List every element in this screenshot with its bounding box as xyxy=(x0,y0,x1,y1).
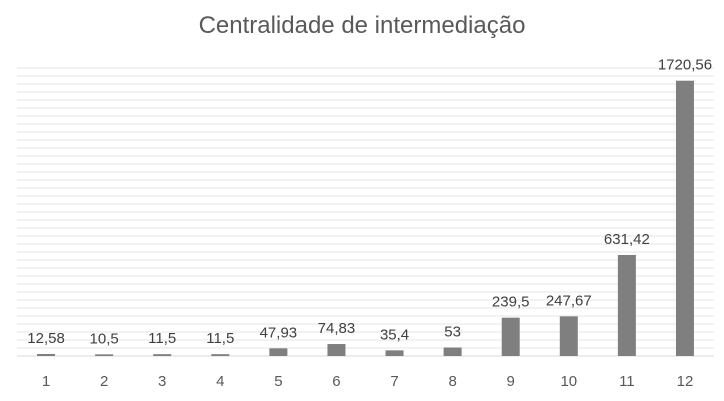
x-tick-label-12: 12 xyxy=(677,373,694,390)
data-label-1: 12,58 xyxy=(27,330,65,347)
data-label-8: 53 xyxy=(444,324,461,341)
x-tick-label-8: 8 xyxy=(448,373,456,390)
bar-10 xyxy=(559,316,578,356)
data-label-3: 11,5 xyxy=(148,330,176,347)
x-tick-label-5: 5 xyxy=(274,373,282,390)
bar-1 xyxy=(37,353,56,356)
chart-title: Centralidade de intermediação xyxy=(198,12,526,39)
bar-8 xyxy=(443,347,462,356)
bar-7 xyxy=(385,350,404,356)
data-label-5: 47,93 xyxy=(260,324,298,341)
bar-9 xyxy=(501,317,520,356)
bar-6 xyxy=(327,344,346,356)
x-tick-label-1: 1 xyxy=(42,373,50,390)
data-label-11: 631,42 xyxy=(604,231,650,248)
x-tick-label-11: 11 xyxy=(619,373,635,390)
data-label-2: 10,5 xyxy=(90,330,119,347)
x-tick-label-3: 3 xyxy=(158,373,166,390)
data-label-7: 35,4 xyxy=(380,326,409,343)
x-tick-label-6: 6 xyxy=(332,373,340,390)
data-label-10: 247,67 xyxy=(546,292,592,309)
bar-4 xyxy=(211,354,230,356)
x-tick-label-2: 2 xyxy=(100,373,108,390)
data-label-12: 1720,56 xyxy=(658,57,712,74)
bar-11 xyxy=(617,254,636,356)
x-tick-label-9: 9 xyxy=(507,373,515,390)
data-label-4: 11,5 xyxy=(206,330,234,347)
data-label-9: 239,5 xyxy=(492,294,530,311)
bar-5 xyxy=(269,348,288,356)
bar-2 xyxy=(95,354,114,356)
x-tick-label-4: 4 xyxy=(216,373,224,390)
bar-12 xyxy=(675,80,694,357)
bar-3 xyxy=(153,354,172,356)
data-label-6: 74,83 xyxy=(318,320,356,337)
x-tick-label-10: 10 xyxy=(560,373,577,390)
x-tick-label-7: 7 xyxy=(390,373,398,390)
